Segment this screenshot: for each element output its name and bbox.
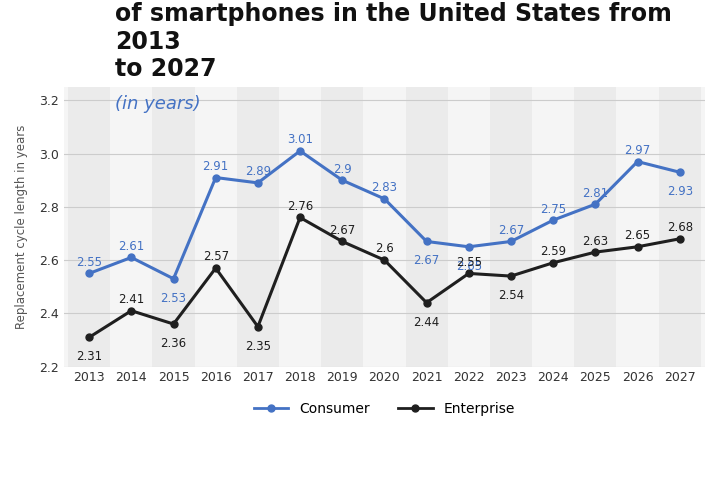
Text: 2.89: 2.89 [245, 165, 271, 178]
Text: 2.57: 2.57 [202, 251, 229, 264]
Text: 2.97: 2.97 [624, 144, 651, 157]
Text: 2.63: 2.63 [582, 235, 608, 248]
Bar [532, 87, 575, 367]
Bar [490, 87, 532, 367]
Text: 2.93: 2.93 [667, 185, 693, 198]
Text: 2.67: 2.67 [329, 224, 356, 237]
Text: 2.81: 2.81 [582, 187, 608, 200]
Bar [237, 87, 279, 367]
Text: 2.31: 2.31 [76, 350, 102, 363]
Text: 2.53: 2.53 [161, 292, 186, 305]
Legend: Consumer, Enterprise: Consumer, Enterprise [248, 396, 521, 421]
Text: 2.76: 2.76 [287, 200, 313, 213]
Bar [659, 87, 701, 367]
Text: 2.59: 2.59 [540, 245, 566, 258]
Text: 2.75: 2.75 [540, 203, 566, 216]
Text: 2.6: 2.6 [375, 242, 394, 255]
Bar [279, 87, 321, 367]
Y-axis label: Replacement cycle length in years: Replacement cycle length in years [15, 125, 28, 329]
Text: (in years): (in years) [115, 96, 201, 113]
Text: 2.55: 2.55 [456, 256, 482, 269]
Text: 2.55: 2.55 [76, 256, 102, 269]
Text: 2.91: 2.91 [202, 160, 229, 173]
Text: 2.65: 2.65 [624, 229, 651, 242]
Bar [616, 87, 659, 367]
Text: 2.54: 2.54 [498, 289, 524, 302]
Text: 2.61: 2.61 [118, 240, 145, 253]
Bar [153, 87, 194, 367]
Text: 2.67: 2.67 [498, 224, 524, 237]
Text: 2.68: 2.68 [667, 221, 693, 234]
Text: 2.41: 2.41 [118, 293, 145, 306]
Text: 2.44: 2.44 [413, 316, 440, 329]
Bar [575, 87, 616, 367]
Text: Average lifespan (replacement cycle length) of smartphones in the United States : Average lifespan (replacement cycle leng… [115, 0, 706, 82]
Bar [405, 87, 448, 367]
Bar [448, 87, 490, 367]
Bar [364, 87, 405, 367]
Bar [110, 87, 153, 367]
Text: 2.65: 2.65 [456, 260, 482, 273]
Bar [321, 87, 364, 367]
Text: 2.36: 2.36 [161, 337, 186, 350]
Bar [194, 87, 237, 367]
Bar [68, 87, 110, 367]
Text: 2.67: 2.67 [413, 254, 440, 267]
Text: 2.35: 2.35 [245, 340, 271, 353]
Text: 2.9: 2.9 [333, 163, 351, 176]
Text: 3.01: 3.01 [287, 133, 313, 146]
Text: 2.83: 2.83 [372, 181, 397, 194]
